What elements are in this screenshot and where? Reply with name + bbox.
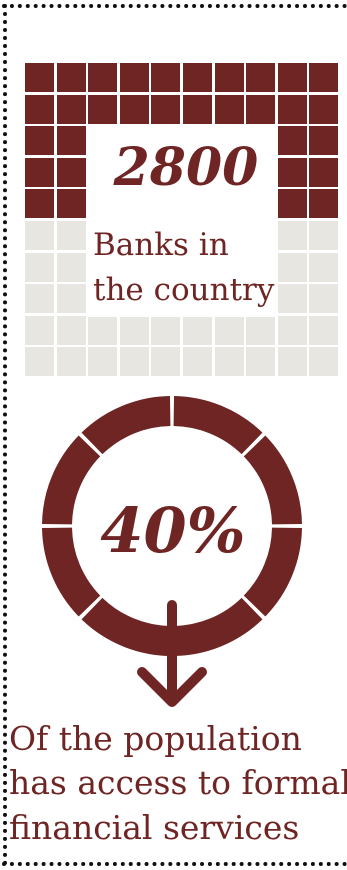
waffle-cell <box>277 221 307 250</box>
waffle-cell <box>183 315 212 345</box>
banks-label-line-2: the country <box>93 272 275 308</box>
waffle-cell <box>56 157 86 187</box>
donut-segment <box>243 435 302 525</box>
waffle-cell <box>56 63 86 92</box>
waffle-cell <box>214 63 244 92</box>
waffle-cell <box>25 189 54 219</box>
access-percent: 40% <box>100 494 246 567</box>
waffle-cell <box>277 126 307 156</box>
waffle-cell <box>246 94 276 124</box>
waffle-cell <box>309 347 339 377</box>
waffle-cell <box>151 94 181 124</box>
donut-segment <box>173 396 263 455</box>
waffle-cell <box>277 94 307 124</box>
waffle-cell <box>56 347 86 377</box>
waffle-cell <box>277 157 307 187</box>
caption-line-1: Of the population <box>9 719 302 758</box>
waffle-cell <box>309 189 339 219</box>
waffle-cell <box>56 189 86 219</box>
waffle-cell <box>151 63 181 92</box>
waffle-cell <box>25 126 54 156</box>
waffle-cell <box>183 347 212 377</box>
waffle-cell <box>277 252 307 282</box>
dotted-frame-left <box>3 4 7 866</box>
waffle-cell <box>309 94 339 124</box>
waffle-cell <box>151 315 181 345</box>
donut-segment <box>173 597 263 656</box>
waffle-cell <box>56 252 86 282</box>
donut-ring <box>42 396 302 656</box>
waffle-cell <box>119 63 149 92</box>
waffle-cell <box>88 315 118 345</box>
banks-count: 2800 <box>113 137 259 198</box>
waffle-cell <box>309 284 339 314</box>
waffle-cell <box>214 315 244 345</box>
banks-label-panel <box>87 125 278 317</box>
waffle-cell <box>309 63 339 92</box>
waffle-cell <box>56 315 86 345</box>
waffle-cell <box>277 347 307 377</box>
waffle-cell <box>25 63 54 92</box>
waffle-cell <box>56 126 86 156</box>
donut-segment <box>81 396 171 455</box>
waffle-cell <box>277 315 307 345</box>
waffle-cell <box>183 63 212 92</box>
waffle-cell <box>246 63 276 92</box>
dotted-frame-top <box>2 4 347 8</box>
caption-line-2: has access to formal <box>9 763 347 802</box>
waffle-cell <box>309 315 339 345</box>
waffle-cell <box>25 315 54 345</box>
waffle-cell <box>25 221 54 250</box>
donut-segment <box>42 435 101 525</box>
waffle-cell <box>56 221 86 250</box>
banks-label-line-1: Banks in <box>93 227 229 263</box>
waffle-cell <box>151 347 181 377</box>
donut-segment <box>81 597 171 656</box>
waffle-cell <box>246 347 276 377</box>
waffle-cell <box>88 347 118 377</box>
waffle-cell <box>309 221 339 250</box>
donut-segment <box>243 527 302 617</box>
donut-segment <box>42 527 101 617</box>
waffle-cell <box>56 284 86 314</box>
waffle-cell <box>119 94 149 124</box>
waffle-cell <box>25 252 54 282</box>
waffle-cell <box>25 94 54 124</box>
waffle-cell <box>25 157 54 187</box>
waffle-cell <box>246 315 276 345</box>
waffle-cell <box>25 284 54 314</box>
waffle-cell <box>119 315 149 345</box>
waffle-cell <box>277 63 307 92</box>
waffle-cell <box>119 347 149 377</box>
down-arrow-icon <box>137 600 207 707</box>
waffle-cell <box>277 284 307 314</box>
waffle-cell <box>183 94 212 124</box>
waffle-cell <box>56 94 86 124</box>
waffle-cell <box>88 94 118 124</box>
waffle-cell <box>214 94 244 124</box>
waffle-cell <box>309 157 339 187</box>
waffle-cell <box>309 126 339 156</box>
caption-line-3: financial services <box>9 808 300 847</box>
dotted-frame-bottom <box>2 862 347 866</box>
waffle-cell <box>88 63 118 92</box>
waffle-cell <box>214 347 244 377</box>
waffle-cell <box>25 347 54 377</box>
waffle-cell <box>309 252 339 282</box>
waffle-cell <box>277 189 307 219</box>
